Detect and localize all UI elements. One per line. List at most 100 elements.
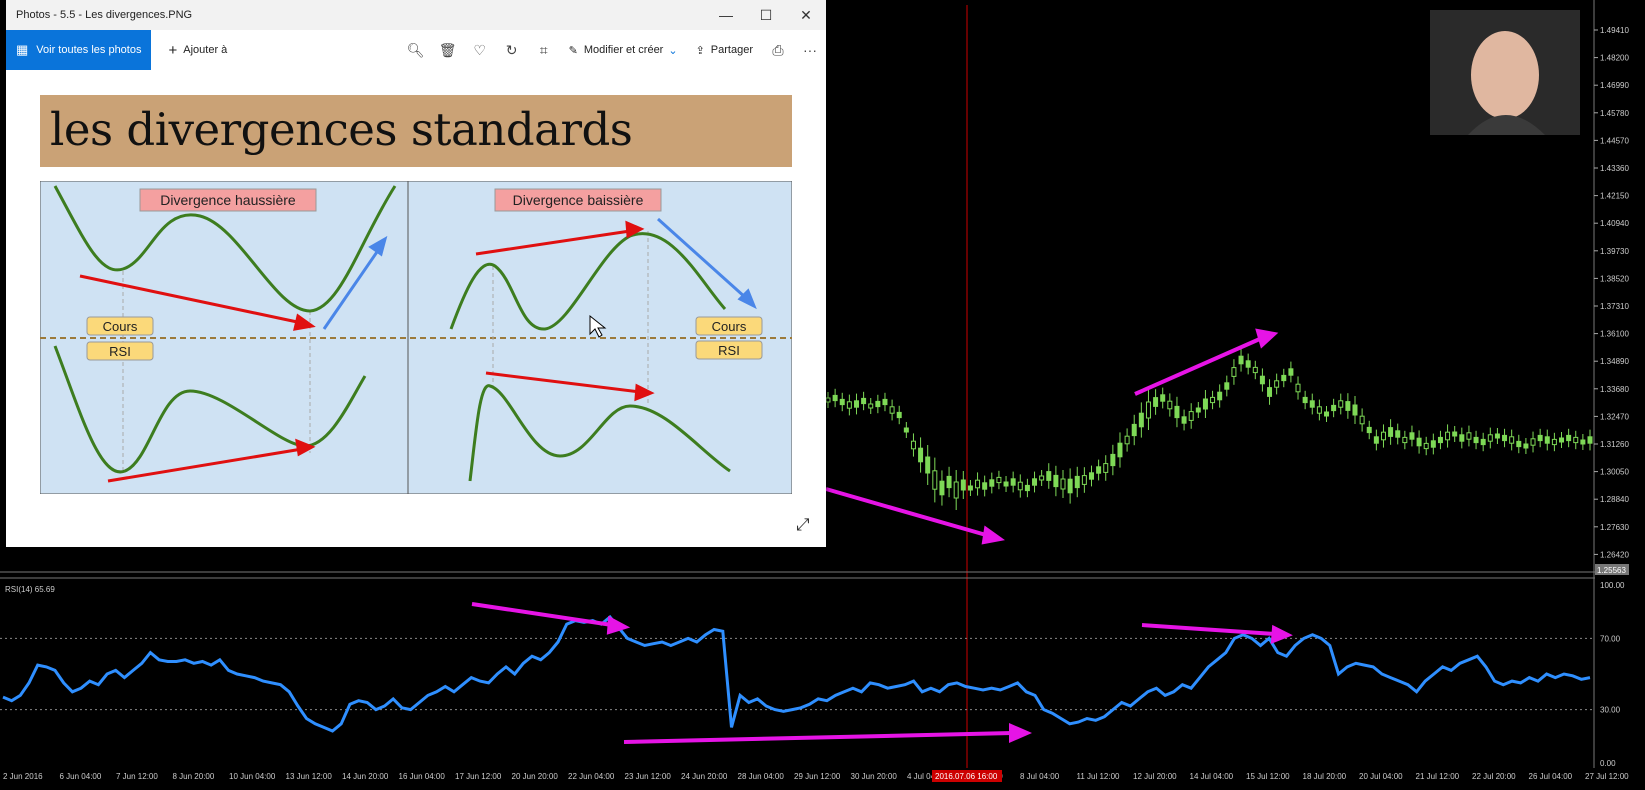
time-tick-label: 20 Jun 20:00 xyxy=(512,772,559,781)
time-tick-label: 12 Jul 20:00 xyxy=(1133,772,1177,781)
time-tick-label: 10 Jun 04:00 xyxy=(229,772,276,781)
window-title: Photos - 5.5 - Les divergences.PNG xyxy=(16,9,193,21)
price-marker xyxy=(1595,564,1629,575)
rsi-level-label: 0.00 xyxy=(1600,759,1616,768)
price-tick-label: 1.26420 xyxy=(1600,550,1629,559)
price-tick-label: 1.42150 xyxy=(1600,192,1629,201)
rotate-icon[interactable]: ↻ xyxy=(505,41,518,58)
rsi-line xyxy=(2,614,1591,733)
price-tick-label: 1.38520 xyxy=(1600,274,1629,283)
divergence-diagram: Divergence haussière Divergence baissièr… xyxy=(40,181,792,494)
share-button[interactable]: ⇪ Partager xyxy=(687,30,762,70)
price-tick-label: 1.39730 xyxy=(1600,247,1629,256)
bearish-price-curve xyxy=(449,232,727,331)
expand-icon[interactable]: ⤢ xyxy=(796,515,810,534)
slide-title: les divergences standards xyxy=(50,103,633,156)
time-tick-label: 24 Jun 20:00 xyxy=(681,772,728,781)
time-tick-label: 14 Jul 04:00 xyxy=(1190,772,1234,781)
price-tick-label: 1.48200 xyxy=(1600,54,1629,63)
time-marker xyxy=(932,770,1002,782)
time-axis: 2 Jun 2016 6 Jun 04:00 7 Jun 12:00 8 Jun 20… xyxy=(3,772,1629,781)
photos-window: Photos - 5.5 - Les divergences.PNG — ☐ ✕… xyxy=(6,0,826,547)
webcam-overlay xyxy=(1430,10,1580,135)
time-tick-label: 18 Jul 20:00 xyxy=(1303,772,1347,781)
minimize-button[interactable]: — xyxy=(719,7,733,23)
price-tick-label: 1.43360 xyxy=(1600,164,1629,173)
bullish-rsi-curve xyxy=(53,345,367,474)
rsi-level-label: 100.00 xyxy=(1600,581,1625,590)
time-tick-label: 14 Jun 20:00 xyxy=(342,772,389,781)
time-tick-label: 15 Jul 12:00 xyxy=(1246,772,1290,781)
price-tick-label: 1.30050 xyxy=(1600,468,1629,477)
price-tick-label: 1.28840 xyxy=(1600,495,1629,504)
close-button[interactable]: ✕ xyxy=(800,6,812,23)
bearish-price-tag: Cours xyxy=(712,319,747,334)
time-tick-label: 6 Jun 04:00 xyxy=(60,772,102,781)
user-drawn-arrows xyxy=(471,328,1293,744)
bullish-price-tag: Cours xyxy=(103,319,138,334)
zoom-icon[interactable]: 🔍︎ xyxy=(406,41,425,58)
price-tick-label: 1.33680 xyxy=(1600,385,1629,394)
trash-icon[interactable]: 🗑︎ xyxy=(438,41,457,58)
time-tick-label: 13 Jun 12:00 xyxy=(286,772,333,781)
price-tick-label: 1.27630 xyxy=(1600,523,1629,532)
price-candles xyxy=(825,348,1593,510)
chevron-down-icon: ⌄ xyxy=(668,44,678,57)
time-tick-label: 26 Jul 04:00 xyxy=(1529,772,1573,781)
edit-icon: ✎ xyxy=(568,44,578,57)
time-tick-label: 17 Jun 12:00 xyxy=(455,772,502,781)
price-tick-label: 1.49410 xyxy=(1600,26,1629,35)
plus-icon: + xyxy=(168,41,178,59)
rsi-label: RSI(14) 65.69 xyxy=(5,585,55,594)
rsi-level-label: 70.00 xyxy=(1600,634,1621,643)
more-button[interactable]: ··· xyxy=(803,42,817,58)
bearish-rsi-tag: RSI xyxy=(718,343,740,358)
title-bar: Photos - 5.5 - Les divergences.PNG — ☐ ✕ xyxy=(6,0,826,30)
price-marker-label: 1.25563 xyxy=(1597,566,1626,575)
rsi-level-label: 30.00 xyxy=(1600,706,1621,715)
time-tick-label: 30 Jun 20:00 xyxy=(851,772,898,781)
time-tick-label: 22 Jul 20:00 xyxy=(1472,772,1516,781)
mouse-cursor-icon xyxy=(589,314,607,338)
photos-icon: ▦ xyxy=(16,42,29,57)
see-all-label: Voir toutes les photos xyxy=(36,44,142,56)
time-tick-label: 11 Jul 12:00 xyxy=(1077,772,1121,781)
maximize-button[interactable]: ☐ xyxy=(759,6,773,23)
photos-toolbar: ▦ Voir toutes les photos + Ajouter à 🔍︎ … xyxy=(6,30,826,70)
price-tick-label: 1.34890 xyxy=(1600,357,1629,366)
price-tick-label: 1.46990 xyxy=(1600,81,1629,90)
price-tick-label: 1.45780 xyxy=(1600,109,1629,118)
slide-title-banner: les divergences standards xyxy=(40,95,792,167)
price-axis: 1.49410 1.48200 1.46990 1.45780 1.44570 1.433… xyxy=(1594,26,1629,559)
share-label: Partager xyxy=(710,44,753,56)
time-tick-label: 2 Jun 2016 xyxy=(3,772,43,781)
share-icon: ⇪ xyxy=(695,44,705,57)
time-tick-label: 8 Jun 20:00 xyxy=(173,772,215,781)
add-to-label: Ajouter à xyxy=(183,44,228,56)
time-marker-label: 2016.07.06 16:00 xyxy=(935,772,998,781)
bearish-rsi-curve xyxy=(468,384,731,482)
crop-icon[interactable]: ⌗ xyxy=(539,41,548,58)
see-all-photos-button[interactable]: ▦ Voir toutes les photos xyxy=(6,30,152,70)
time-tick-label: 8 Jul 04:00 xyxy=(1020,772,1060,781)
time-tick-label: 16 Jun 04:00 xyxy=(399,772,446,781)
time-tick-label: 7 Jun 12:00 xyxy=(116,772,158,781)
price-tick-label: 1.37310 xyxy=(1600,302,1629,311)
time-tick-label: 4 Jul 04:00 xyxy=(907,772,947,781)
price-tick-label: 1.36100 xyxy=(1600,330,1629,339)
price-tick-label: 1.31260 xyxy=(1600,440,1629,449)
edit-create-button[interactable]: ✎ Modifier et créer ⌄ xyxy=(560,30,687,70)
heart-icon[interactable]: ♡ xyxy=(473,41,486,58)
bullish-rsi-tag: RSI xyxy=(109,344,131,359)
time-tick-label: 23 Jun 12:00 xyxy=(625,772,672,781)
print-icon[interactable]: ⎙ xyxy=(772,41,784,58)
bearish-label: Divergence baissière xyxy=(513,192,644,208)
time-tick-label: 22 Jun 04:00 xyxy=(568,772,615,781)
time-tick-label: 20 Jul 04:00 xyxy=(1359,772,1403,781)
time-tick-label: 27 Jul 12:00 xyxy=(1585,772,1629,781)
add-to-button[interactable]: + Ajouter à xyxy=(159,30,236,70)
price-tick-label: 1.40940 xyxy=(1600,219,1629,228)
edit-create-label: Modifier et créer xyxy=(583,44,664,56)
bullish-label: Divergence haussière xyxy=(160,192,296,208)
time-tick-label: 29 Jun 12:00 xyxy=(794,772,841,781)
